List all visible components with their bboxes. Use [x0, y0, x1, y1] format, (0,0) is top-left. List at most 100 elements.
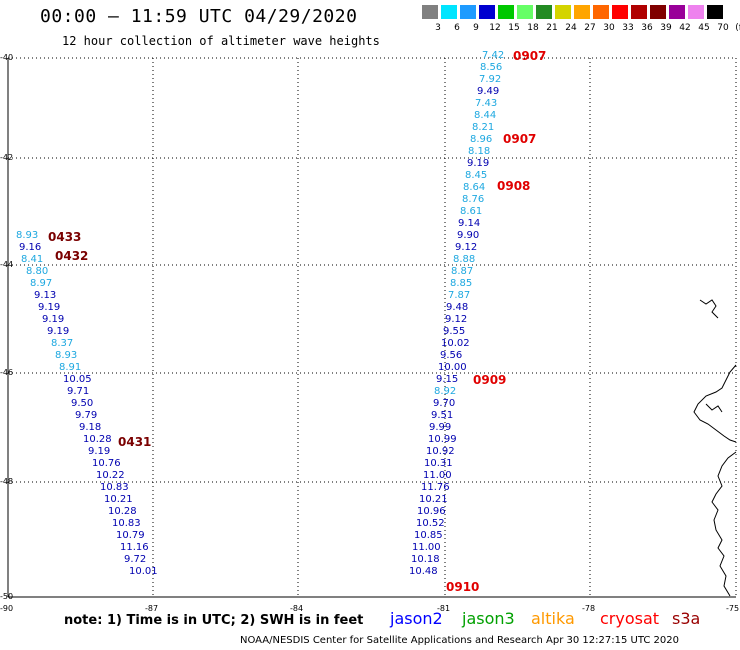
scale-label: 70: [717, 23, 729, 33]
scale-swatch: [631, 5, 647, 19]
swh-value: 9.14: [458, 218, 481, 229]
swh-value: 8.91: [59, 362, 82, 373]
swh-value: 8.37: [51, 338, 74, 349]
scale-label: 30: [603, 23, 615, 33]
swh-value: 8.76: [462, 194, 485, 205]
swh-value: 9.12: [445, 314, 468, 325]
scale-label: 36: [641, 23, 653, 33]
lon-label: -75: [726, 604, 740, 613]
swh-value: 9.72: [124, 554, 147, 565]
lon-label: -84: [290, 604, 304, 613]
scale-swatch: [517, 5, 533, 19]
swh-value: 10.96: [417, 506, 446, 517]
swh-value: 9.16: [19, 242, 42, 253]
scale-swatch: [422, 5, 438, 19]
scale-swatch: [593, 5, 609, 19]
coastline-segment: [699, 299, 719, 319]
swh-value: 9.19: [47, 326, 70, 337]
swh-value: 8.96: [470, 134, 493, 145]
pass-time-label: 0432: [55, 249, 89, 263]
satellite-jason3: jason3: [462, 609, 515, 628]
lat-label: -44: [0, 260, 14, 269]
swh-value: 10.02: [441, 338, 470, 349]
pass-time-label: 0908: [497, 179, 531, 193]
swh-value: 9.19: [38, 302, 61, 313]
lat-label: -46: [0, 368, 14, 377]
pass-time-label: 0431: [118, 435, 152, 449]
satellite-jason2: jason2: [390, 609, 443, 628]
swh-value: 10.52: [416, 518, 445, 529]
swh-value: 8.87: [451, 266, 474, 277]
swh-value: 9.18: [79, 422, 102, 433]
swh-value: 11.00: [412, 542, 441, 553]
swh-value: 8.93: [16, 230, 39, 241]
lon-label: -87: [145, 604, 159, 613]
swh-value: 9.19: [42, 314, 65, 325]
swh-value: 9.55: [443, 326, 466, 337]
swh-value: 9.12: [455, 242, 478, 253]
scale-swatch: [555, 5, 571, 19]
coastline-segment: [705, 403, 723, 413]
scale-swatch: [536, 5, 552, 19]
swh-value: 10.21: [419, 494, 448, 505]
page-title: 00:00 — 11:59 UTC 04/29/2020: [40, 6, 358, 27]
swh-value: 10.79: [116, 530, 145, 541]
swh-value: 8.80: [26, 266, 49, 277]
swh-value: 10.01: [129, 566, 158, 577]
lon-label: -90: [0, 604, 14, 613]
swh-value: 7.43: [475, 98, 498, 109]
scale-label: 12: [489, 23, 501, 33]
scale-swatch: [650, 5, 666, 19]
swh-value: 8.88: [453, 254, 476, 265]
footer-note: note: 1) Time is in UTC; 2) SWH is in fe…: [64, 613, 364, 628]
swh-value: 8.64: [463, 182, 486, 193]
swh-value: 7.42: [482, 50, 505, 61]
satellite-s3a: s3a: [672, 609, 701, 628]
page-subtitle: 12 hour collection of altimeter wave hei…: [62, 34, 380, 48]
swh-value: 9.48: [446, 302, 469, 313]
swh-value: 8.21: [472, 122, 495, 133]
swh-value: 10.99: [428, 434, 457, 445]
swh-value: 7.92: [479, 74, 502, 85]
scale-swatch: [498, 5, 514, 19]
lon-label: -78: [582, 604, 596, 613]
swh-value: 10.83: [112, 518, 141, 529]
scale-swatch: [479, 5, 495, 19]
scale-label: 15: [508, 23, 520, 33]
pass-time-label: 0910: [446, 580, 480, 594]
scale-label: 42: [679, 23, 691, 33]
scale-label: 9: [473, 23, 479, 33]
swh-value: 10.85: [414, 530, 443, 541]
scale-swatch: [707, 5, 723, 19]
scale-label: 39: [660, 23, 672, 33]
swh-value: 9.90: [457, 230, 480, 241]
swh-value: 10.21: [104, 494, 133, 505]
lat-label: -48: [0, 477, 14, 486]
swh-value: 8.18: [468, 146, 491, 157]
scale-label: 33: [622, 23, 634, 33]
swh-value: 8.93: [55, 350, 78, 361]
lat-label: -50: [0, 592, 14, 601]
scale-label: 3: [435, 23, 441, 33]
swh-value: 9.19: [467, 158, 490, 169]
swh-value: 8.97: [30, 278, 53, 289]
swh-value: 8.61: [460, 206, 483, 217]
pass-time-label: 0907: [503, 132, 537, 146]
coastline-segment: [711, 451, 737, 597]
swh-value: 8.41: [21, 254, 44, 265]
swh-value: 9.71: [67, 386, 90, 397]
pass-time-label: 0433: [48, 230, 82, 244]
scale-swatch: [574, 5, 590, 19]
swh-value: 10.76: [92, 458, 121, 469]
footer-credit: NOAA/NESDIS Center for Satellite Applica…: [240, 635, 679, 646]
swh-value: 9.99: [429, 422, 452, 433]
coastline: [693, 299, 737, 597]
lat-label: -42: [0, 153, 14, 162]
swh-value: 10.05: [63, 374, 92, 385]
scale-swatch: [688, 5, 704, 19]
swh-value: 11.76: [421, 482, 450, 493]
pass-time-label: 0907: [513, 49, 547, 63]
coastline-segment: [693, 364, 737, 443]
scale-label: 27: [584, 23, 596, 33]
